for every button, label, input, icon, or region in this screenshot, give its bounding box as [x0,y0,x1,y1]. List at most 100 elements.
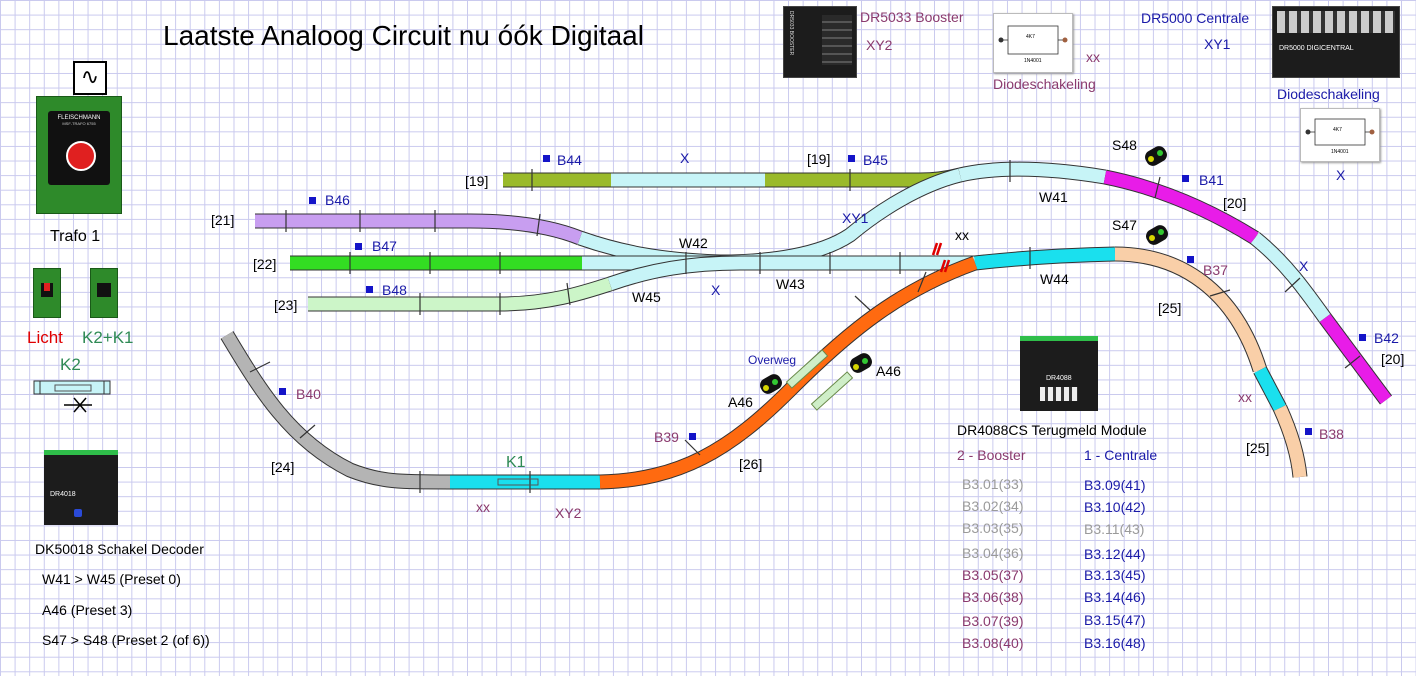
diode2-tag: X [1336,167,1346,183]
transformer-symbol: ∿ [73,61,107,95]
track-label-19b: [19] [807,151,831,167]
dr4088-module: DR4088 [1020,336,1098,411]
trafo-brand: FLEISCHMANN [57,115,101,121]
switch-w43: W43 [776,276,805,292]
isolation-marks [931,242,951,273]
block-b48: B48 [382,282,407,298]
signal-a46-left [760,374,782,394]
diode-circuit-2: 4K7 1N4001 [1300,108,1380,162]
dr5000-centrale: DR5000 DIGICENTRAL [1272,6,1400,78]
track-label-k1: K1 [506,454,526,471]
centrale-row-3: B3.11(43) [1084,521,1145,537]
switch-w44: W44 [1040,271,1069,287]
feedback-col-centrale: 1 - Centrale [1084,447,1158,463]
licht-label: Licht [27,328,63,347]
level-crossing [785,349,854,411]
k2k1-label: K2+K1 [82,328,134,347]
track-label-x-right: X [1299,258,1309,274]
centrale-device-text: DR5000 DIGICENTRAL [1279,45,1354,52]
diode1-resistor: 4K7 [1026,34,1035,40]
k2-label: K2 [60,355,81,374]
track-label-xy2: XY2 [555,505,582,521]
decoder-line-3: S47 > S48 (Preset 2 (of 6)) [42,632,210,648]
booster-row-4: B3.04(36) [962,545,1024,561]
track-label-20a: [20] [1223,195,1247,211]
track-label-xy1: XY1 [842,210,869,226]
diode1-tag: xx [1086,49,1100,65]
k1-marker [497,478,539,486]
block-b44: B44 [557,152,582,168]
block-b39: B39 [654,429,679,445]
level-crossing-label: Overweg [748,353,797,367]
centrale-row-8: B3.16(48) [1084,635,1146,651]
booster-row-3: B3.03(35) [962,520,1024,536]
block-b46: B46 [325,192,350,208]
track-label-20b: [20] [1381,351,1405,367]
booster-tag: XY2 [866,37,893,53]
booster-row-5: B3.05(37) [962,567,1024,583]
k2k1-switch[interactable] [90,268,118,318]
track-label-22: [22] [253,256,277,272]
track-label-xx-right: xx [1238,389,1252,405]
decoder-line-2: A46 (Preset 3) [42,602,133,618]
dr5033-booster: DR5033 BOOSTER [783,6,857,78]
track-label-xx-top: xx [955,227,969,243]
track-label-x-mid: X [711,282,721,298]
track-label-19a: [19] [465,173,489,189]
signal-a46-right [850,353,872,373]
block-b41: B41 [1199,172,1224,188]
centrale-name: DR5000 Centrale [1141,10,1250,26]
booster-name: DR5033 Booster [860,9,964,25]
track-label-26: [26] [739,456,763,472]
signal-label-a46-left: A46 [728,394,753,410]
centrale-row-1: B3.09(41) [1084,477,1146,493]
booster-row-8: B3.08(40) [962,635,1024,651]
centrale-row-6: B3.14(46) [1084,589,1146,605]
decoder-line-1: W41 > W45 (Preset 0) [42,571,181,587]
centrale-tag: XY1 [1204,36,1231,52]
switch-w41: W41 [1039,189,1068,205]
dr4018-text: DR4018 [50,491,76,498]
signal-label-a46-right: A46 [876,363,901,379]
block-b47: B47 [372,238,397,254]
track-label-x-top: X [680,150,690,166]
dr4088-text: DR4088 [1046,375,1072,382]
page-title: Laatste Analoog Circuit nu óók Digitaal [163,20,644,51]
decoder-title: DK50018 Schakel Decoder [35,541,204,557]
licht-switch[interactable] [33,268,61,318]
diode2-chip: 1N4001 [1331,149,1349,155]
block-b40: B40 [296,386,321,402]
diode-circuit-1: 4K7 1N4001 [993,13,1073,73]
signal-s48 [1145,146,1167,166]
trafo-model: MSF-TRAFO 6755 [62,121,96,126]
diode1-label: Diodeschakeling [993,76,1096,92]
booster-row-2: B3.02(34) [962,498,1024,514]
block-b42: B42 [1374,330,1399,346]
diode2-resistor: 4K7 [1333,127,1342,133]
trafo-label: Trafo 1 [50,228,101,245]
track-label-24: [24] [271,459,295,475]
centrale-row-5: B3.13(45) [1084,567,1146,583]
block-b37: B37 [1203,262,1228,278]
transformer[interactable]: FLEISCHMANN MSF-TRAFO 6755 [36,96,122,214]
trafo-knob[interactable] [66,141,96,171]
centrale-row-4: B3.12(44) [1084,546,1146,562]
track-label-25a: [25] [1158,300,1182,316]
booster-row-6: B3.06(38) [962,589,1024,605]
block-b45: B45 [863,152,888,168]
booster-device-text: DR5033 BOOSTER [788,11,794,56]
feedback-title: DR4088CS Terugmeld Module [957,422,1147,438]
diode1-chip: 1N4001 [1024,58,1042,64]
booster-row-7: B3.07(39) [962,613,1024,629]
diode2-label: Diodeschakeling [1277,86,1380,102]
booster-row-1: B3.01(33) [962,476,1024,492]
centrale-row-7: B3.15(47) [1084,612,1146,628]
block-b38: B38 [1319,426,1344,442]
centrale-row-2: B3.10(42) [1084,499,1146,515]
signal-label-s47: S47 [1112,217,1137,233]
feedback-col-booster: 2 - Booster [957,447,1026,463]
track-label-xx-bottom: xx [476,499,490,515]
dr4018-module: DR4018 [44,450,118,525]
track-label-23: [23] [274,297,298,313]
